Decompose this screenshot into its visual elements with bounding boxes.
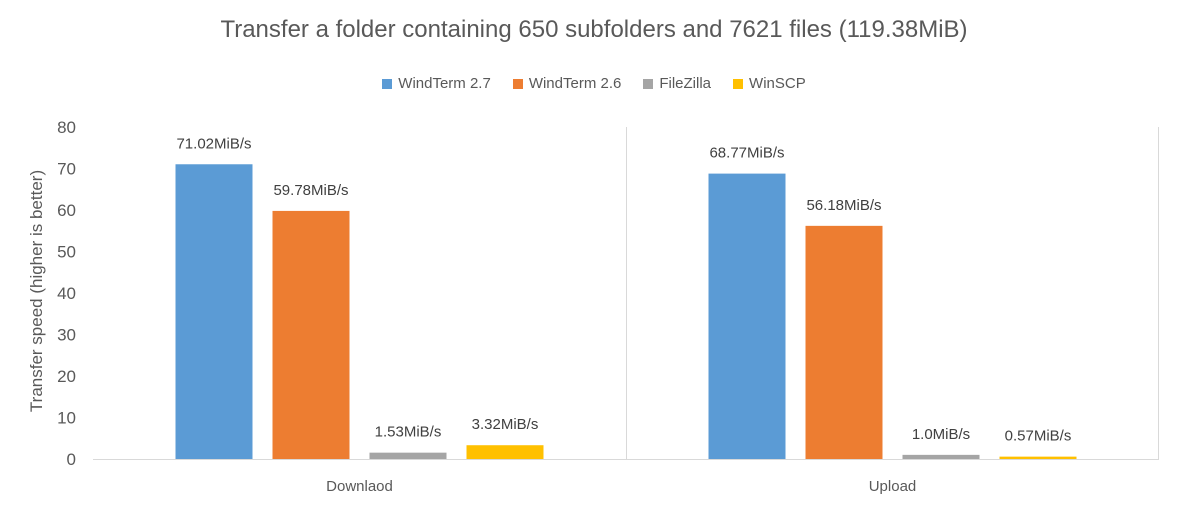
legend-label-windterm-2-7: WindTerm 2.7 <box>398 75 491 92</box>
bar <box>999 456 1077 459</box>
data-label: 0.57MiB/s <box>1005 428 1072 445</box>
data-label: 1.53MiB/s <box>375 424 442 441</box>
y-tick-label: 60 <box>57 201 76 220</box>
legend-swatch-windterm-2-7 <box>382 78 393 89</box>
legend: WindTerm 2.7 WindTerm 2.6 FileZilla WinS… <box>0 75 1188 92</box>
data-label: 1.0MiB/s <box>912 426 970 443</box>
chart-title: Transfer a folder containing 650 subfold… <box>220 16 968 43</box>
y-tick-label: 40 <box>57 284 76 303</box>
y-tick-label: 10 <box>57 409 76 428</box>
legend-item-windterm-2-6: WindTerm 2.6 <box>512 75 622 92</box>
x-tick-label: Downlaod <box>326 478 393 495</box>
data-label: 68.77MiB/s <box>709 145 784 162</box>
y-axis-title: Transfer speed (higher is better) <box>27 170 46 412</box>
bar <box>708 173 786 460</box>
legend-swatch-windterm-2-6 <box>512 78 523 89</box>
legend-swatch-filezilla <box>643 78 654 89</box>
legend-label-windterm-2-6: WindTerm 2.6 <box>528 75 622 92</box>
y-tick-label: 0 <box>67 450 76 469</box>
bar <box>175 164 253 459</box>
y-tick-label: 70 <box>57 160 76 179</box>
data-label: 59.78MiB/s <box>273 182 348 199</box>
legend-swatch-winscp <box>733 78 744 89</box>
y-tick-label: 50 <box>57 243 76 262</box>
bar <box>902 454 980 459</box>
x-tick-label: Upload <box>869 478 917 495</box>
legend-label-winscp: WinSCP <box>749 75 806 92</box>
legend-item-windterm-2-7: WindTerm 2.7 <box>382 75 491 92</box>
data-label: 56.18MiB/s <box>806 197 881 214</box>
bar <box>466 445 544 459</box>
y-tick-label: 80 <box>57 118 76 137</box>
bar <box>272 210 350 459</box>
bar <box>369 452 447 459</box>
y-tick-label: 20 <box>57 367 76 386</box>
bar <box>805 225 883 459</box>
legend-label-filezilla: FileZilla <box>659 75 712 92</box>
legend-item-winscp: WinSCP <box>733 75 806 92</box>
y-tick-label: 30 <box>57 326 76 345</box>
data-label: 71.02MiB/s <box>176 135 251 152</box>
data-label: 3.32MiB/s <box>472 416 539 433</box>
legend-item-filezilla: FileZilla <box>643 75 711 92</box>
